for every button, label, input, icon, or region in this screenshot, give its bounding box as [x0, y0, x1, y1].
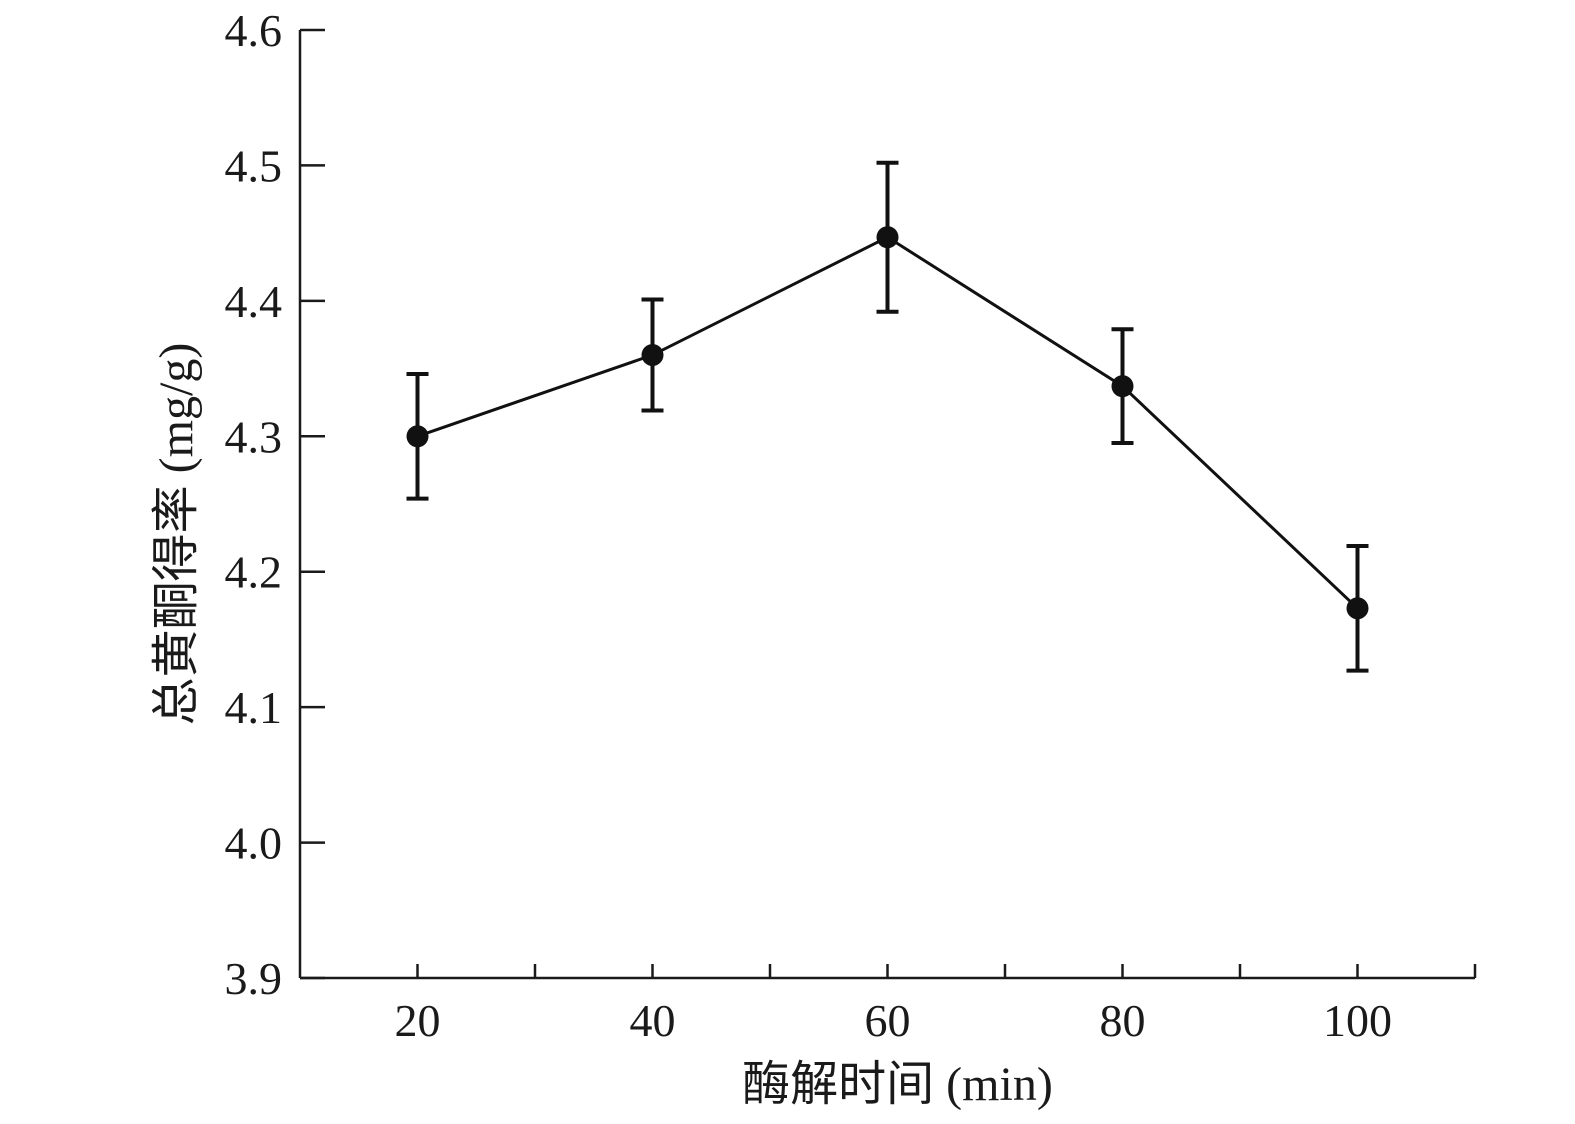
y-tick-label: 4.4 [225, 276, 283, 327]
data-point [406, 425, 429, 448]
ticks: 3.9 4.0 4.1 4.2 4.3 4.4 4.5 4.6 20 40 60 80 100 [225, 5, 1477, 1046]
y-axis-title: 总黄酮得率 (mg/g) [150, 343, 203, 726]
x-tick-label: 40 [630, 995, 676, 1046]
y-tick-label: 4.3 [225, 411, 283, 462]
y-tick-label: 4.0 [225, 818, 283, 869]
x-tick-label: 20 [395, 995, 441, 1046]
x-axis-title: 酶解时间 (min) [742, 1058, 1053, 1111]
data-point [876, 226, 899, 249]
y-tick-label: 4.2 [225, 547, 283, 598]
x-tick-label: 100 [1323, 995, 1392, 1046]
data-point [1111, 375, 1134, 398]
data-point [641, 344, 664, 367]
y-tick-label: 3.9 [225, 953, 283, 1004]
y-tick-label: 4.1 [225, 682, 283, 733]
x-tick-label: 80 [1100, 995, 1146, 1046]
x-tick-label: 60 [865, 995, 911, 1046]
series [406, 160, 1369, 673]
y-tick-label: 4.5 [225, 140, 283, 191]
y-tick-label: 4.6 [225, 5, 283, 56]
data-point [1346, 597, 1369, 620]
